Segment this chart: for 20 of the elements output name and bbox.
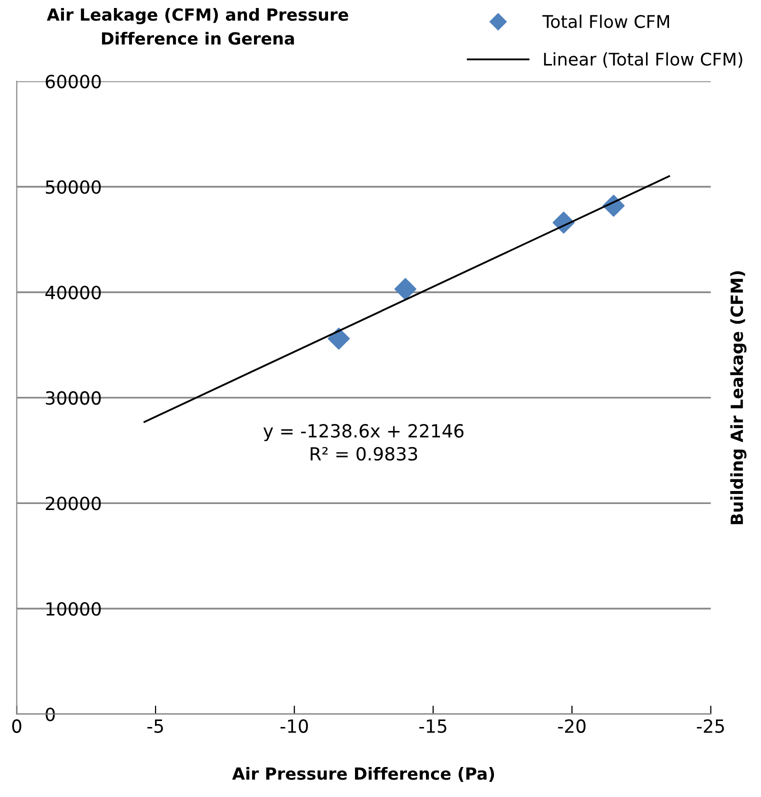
point <box>328 328 350 350</box>
y-axis-title: Building Air Leakage (CFM) <box>730 271 746 524</box>
y-tick-label: 20000 <box>46 496 101 510</box>
x-tick-label: -25 <box>696 719 724 733</box>
x-tick-label: 0 <box>12 719 22 733</box>
y-tick-label: 30000 <box>46 391 101 405</box>
y-tick-label: 10000 <box>46 602 101 616</box>
x-tick-label: -15 <box>419 720 446 733</box>
annotation: y = -1238.6x + 22146 R² = 0.9833 <box>263 424 464 461</box>
legend-label: Total Flow CFM <box>542 14 670 28</box>
y-tick-label: 40000 <box>45 286 101 300</box>
x-tick-label: -5 <box>147 720 163 733</box>
legend-label: Linear (Total Flow CFM) <box>544 52 742 68</box>
y-tick-label: 50000 <box>46 180 101 194</box>
point <box>394 278 416 300</box>
x-axis-title: Air Pressure Difference (Pa) <box>232 767 494 782</box>
x-tick-label: -20 <box>558 719 586 733</box>
y-tick-label: 60000 <box>46 74 101 88</box>
chart-title: Air Leakage (CFM) and Pressure Difference in Gerena <box>46 8 348 45</box>
x-tick-label: -10 <box>280 719 308 733</box>
